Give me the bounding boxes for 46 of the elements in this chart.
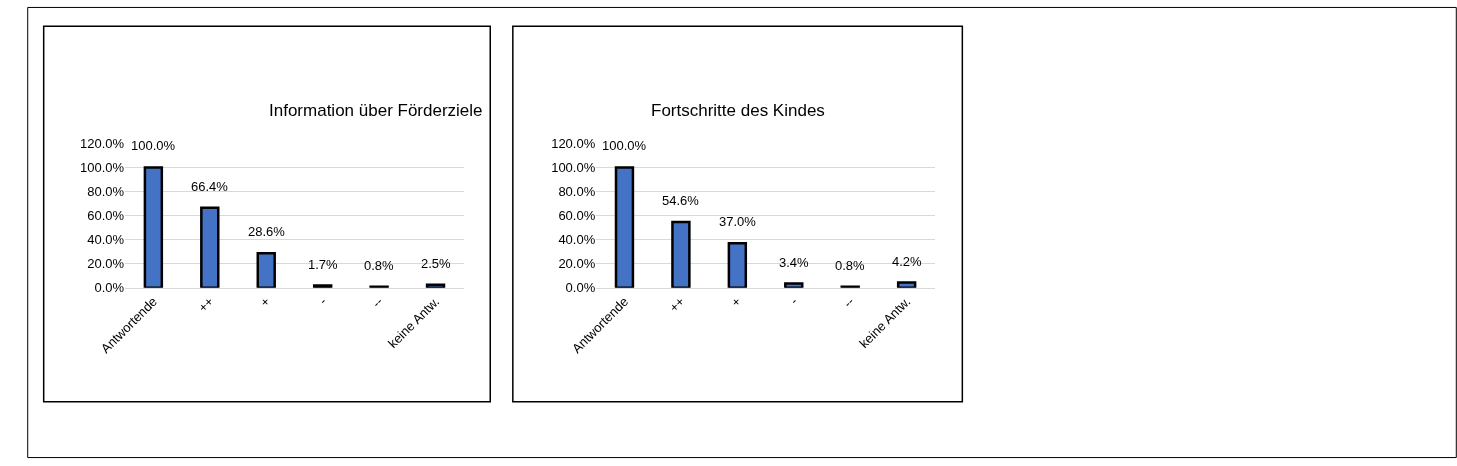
- bar: [200, 206, 220, 288]
- y-tick-label: 20.0%: [87, 256, 125, 272]
- x-tick-label: +: [256, 293, 273, 310]
- x-tick-label: -: [786, 293, 801, 308]
- data-label: 37.0%: [719, 214, 757, 229]
- y-tick-label: 60.0%: [87, 208, 125, 224]
- bar: [312, 284, 333, 288]
- y-tick-label: 20.0%: [558, 256, 596, 272]
- y-tick-label: 80.0%: [558, 184, 596, 200]
- bar: [256, 252, 276, 288]
- data-label: 0.8%: [835, 258, 866, 273]
- y-tick-label: 0.0%: [565, 280, 596, 296]
- y-tick-label: 80.0%: [87, 184, 125, 200]
- x-tick-label: ++: [195, 293, 217, 316]
- data-label: 54.6%: [662, 193, 700, 208]
- chart-title: Fortschritte des Kindes: [651, 101, 825, 120]
- bar: [896, 281, 917, 288]
- x-tick-label: -: [315, 293, 330, 308]
- data-label: 1.7%: [308, 257, 339, 272]
- x-tick-label: +: [728, 293, 745, 310]
- data-label: 2.5%: [421, 256, 452, 271]
- x-tick-label: --: [840, 293, 857, 311]
- y-tick-label: 120.0%: [80, 136, 125, 152]
- chart-title: Information über Förderziele: [269, 101, 483, 120]
- y-tick-label: 100.0%: [80, 160, 125, 176]
- data-label: 3.4%: [779, 255, 810, 270]
- bar: [425, 283, 446, 288]
- data-label: 4.2%: [892, 254, 923, 269]
- y-tick-label: 0.0%: [94, 280, 125, 296]
- data-label: 100.0%: [131, 138, 176, 153]
- y-tick-label: 120.0%: [551, 136, 596, 152]
- data-label: 0.8%: [364, 258, 395, 273]
- x-tick-label: --: [369, 293, 386, 311]
- data-label: 66.4%: [191, 179, 229, 194]
- x-tick-label: ++: [666, 293, 688, 316]
- data-label: 100.0%: [602, 138, 647, 153]
- y-tick-label: 40.0%: [87, 232, 125, 248]
- data-label: 28.6%: [248, 224, 286, 239]
- bar: [614, 166, 635, 288]
- bar: [143, 166, 164, 288]
- bar: [784, 282, 804, 288]
- bar: [671, 220, 691, 288]
- y-tick-label: 60.0%: [558, 208, 596, 224]
- y-tick-label: 40.0%: [558, 232, 596, 248]
- bar: [727, 241, 748, 288]
- y-tick-label: 100.0%: [551, 160, 596, 176]
